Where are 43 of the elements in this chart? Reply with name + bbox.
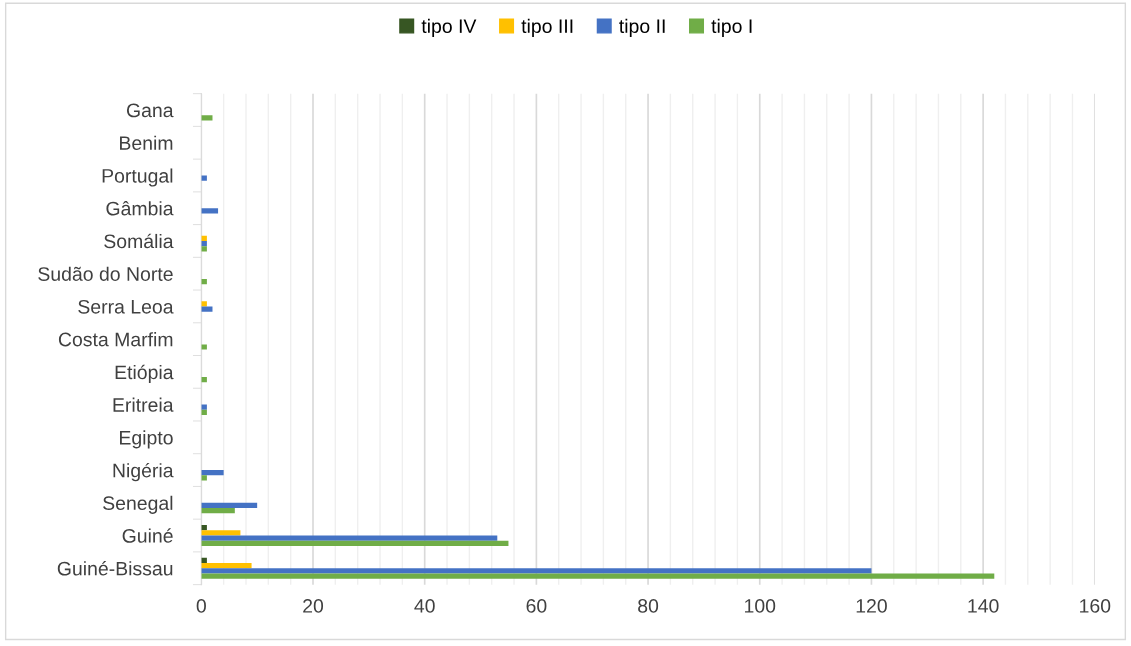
bar: [201, 508, 235, 514]
legend-label: tipo III: [521, 18, 573, 37]
x-tick-label: 160: [1080, 599, 1111, 613]
bar: [201, 208, 219, 214]
y-tick-label: Senegal: [103, 495, 173, 514]
bar: [201, 475, 207, 481]
y-tick-label: Gana: [126, 103, 174, 118]
bar: [201, 568, 872, 574]
x-tick-label: 40: [414, 599, 435, 613]
y-tick-label: Egipto: [120, 430, 173, 449]
bar: [201, 502, 258, 509]
legend-label: tipo IV: [421, 18, 477, 37]
bar: [201, 535, 498, 541]
x-tick-label: 100: [745, 599, 776, 613]
y-tick-label: Gâmbia: [106, 201, 174, 216]
x-tick-label: 120: [856, 599, 887, 613]
y-tick-label: Somália: [104, 233, 174, 249]
bar: [201, 470, 224, 476]
legend-label: tipo I: [711, 18, 752, 37]
bar: [201, 175, 207, 181]
bar: [201, 115, 213, 121]
y-tick-label: Benim: [120, 135, 173, 150]
y-tick-label: Eritreia: [113, 397, 174, 412]
y-tick-label: Sudão do Norte: [38, 266, 173, 281]
bar: [201, 563, 252, 569]
y-tick-label: Serra Leoa: [78, 299, 174, 314]
bar: [201, 573, 995, 579]
x-tick-label: 20: [303, 599, 324, 613]
y-tick-label: Portugal: [102, 168, 173, 187]
y-tick-label: Etiópia: [115, 364, 174, 384]
legend-label: tipo II: [619, 18, 665, 37]
x-tick-label: 80: [638, 599, 659, 613]
y-tick-label: Costa Marfim: [58, 332, 173, 347]
y-tick-label: Nigéria: [113, 462, 174, 482]
bar: [201, 540, 509, 547]
bar: [201, 306, 213, 312]
bar: [201, 530, 241, 536]
x-tick-label: 60: [526, 599, 547, 613]
x-tick-label: 0: [196, 599, 206, 613]
x-tick-label: 140: [968, 599, 999, 613]
bar: [201, 344, 207, 350]
y-tick-label: Guiné: [122, 528, 173, 543]
y-tick-label: Guiné-Bissau: [57, 560, 173, 576]
